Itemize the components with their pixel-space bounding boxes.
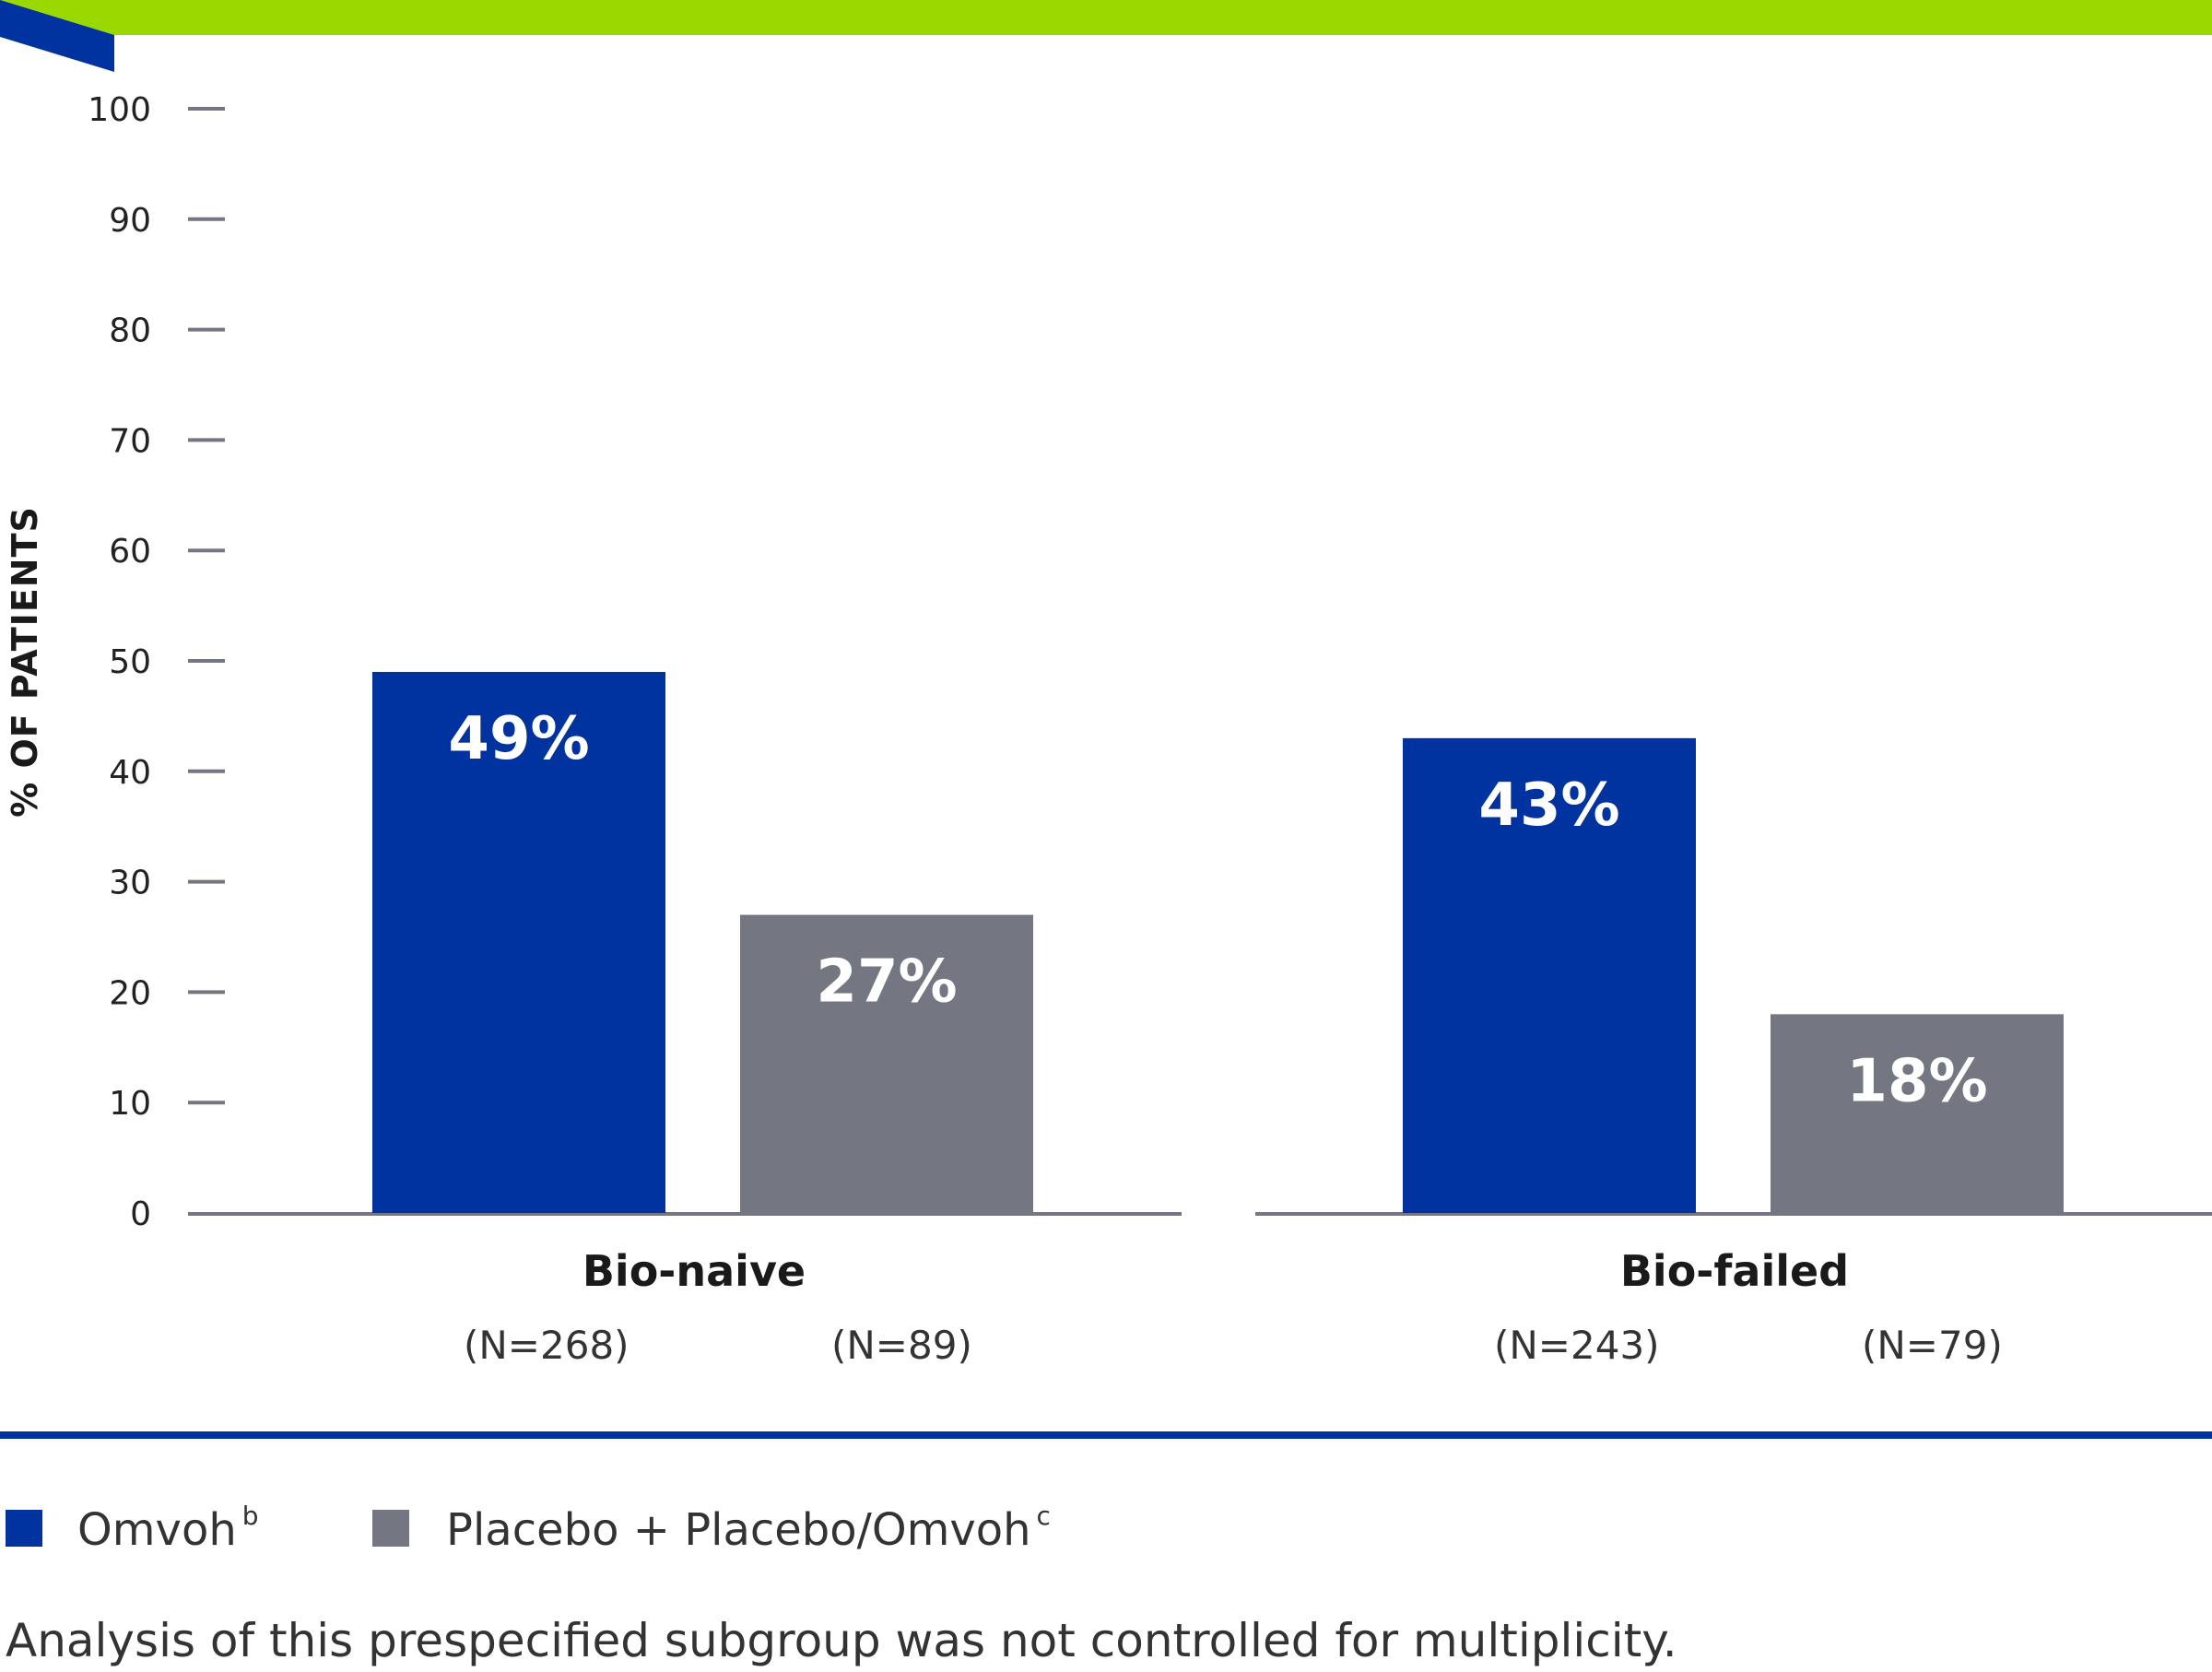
bar <box>372 671 665 1213</box>
sample-size-label: (N=268) <box>464 1323 629 1368</box>
bar <box>1403 737 1696 1213</box>
bar <box>740 914 1033 1213</box>
bars <box>372 671 2064 1213</box>
legend-superscript: b <box>242 1501 259 1531</box>
y-tick-label: 80 <box>109 312 151 350</box>
legend: Omvoh b Placebo + Placebo/Omvoh c <box>6 1501 1051 1556</box>
legend-entry: Placebo + Placebo/Omvoh c <box>446 1501 1051 1556</box>
legend-swatch <box>372 1510 409 1547</box>
legend-superscript: c <box>1037 1501 1051 1531</box>
sample-size-label: (N=79) <box>1862 1323 2003 1368</box>
y-tick-label: 30 <box>109 865 151 902</box>
bar-value-label: 49% <box>448 705 589 773</box>
category-labels: Bio-naive Bio-failed <box>582 1246 1849 1296</box>
y-tick-label: 70 <box>109 422 151 460</box>
y-axis: 0 10 20 30 40 50 60 70 80 90 100 <box>88 91 225 1233</box>
legend-divider <box>0 1431 2212 1439</box>
legend-swatch <box>6 1510 42 1547</box>
y-tick-label: 20 <box>109 974 151 1012</box>
y-tick-label: 10 <box>109 1085 151 1123</box>
y-tick-label: 0 <box>130 1195 151 1233</box>
category-label: Bio-naive <box>582 1246 806 1296</box>
corner-accent <box>0 0 114 72</box>
category-label: Bio-failed <box>1620 1246 1849 1296</box>
sample-size-label: (N=243) <box>1494 1323 1660 1368</box>
y-tick-label: 90 <box>109 202 151 240</box>
bar <box>1771 1014 2064 1213</box>
footnote: Analysis of this prespecified subgroup w… <box>6 1614 1677 1667</box>
legend-series-name: Omvoh <box>77 1504 237 1556</box>
y-tick-label: 50 <box>109 643 151 681</box>
sample-size-labels: (N=268) (N=89) (N=243) (N=79) <box>464 1323 2003 1368</box>
bar-value-label: 18% <box>1846 1047 1987 1115</box>
legend-entry: Omvoh b <box>77 1501 259 1556</box>
top-accent-band <box>0 0 2212 35</box>
y-tick-label: 60 <box>109 533 151 571</box>
y-tick-label: 100 <box>88 91 151 129</box>
bar-value-label: 43% <box>1478 771 1619 840</box>
bar-value-labels: 49% 27% 43% 18% <box>448 705 1987 1115</box>
y-axis-label: % OF PATIENTS <box>5 506 45 818</box>
sample-size-label: (N=89) <box>831 1323 972 1368</box>
bar-value-label: 27% <box>816 948 957 1017</box>
y-tick-label: 40 <box>109 754 151 792</box>
legend-series-name: Placebo + Placebo/Omvoh <box>446 1504 1031 1556</box>
